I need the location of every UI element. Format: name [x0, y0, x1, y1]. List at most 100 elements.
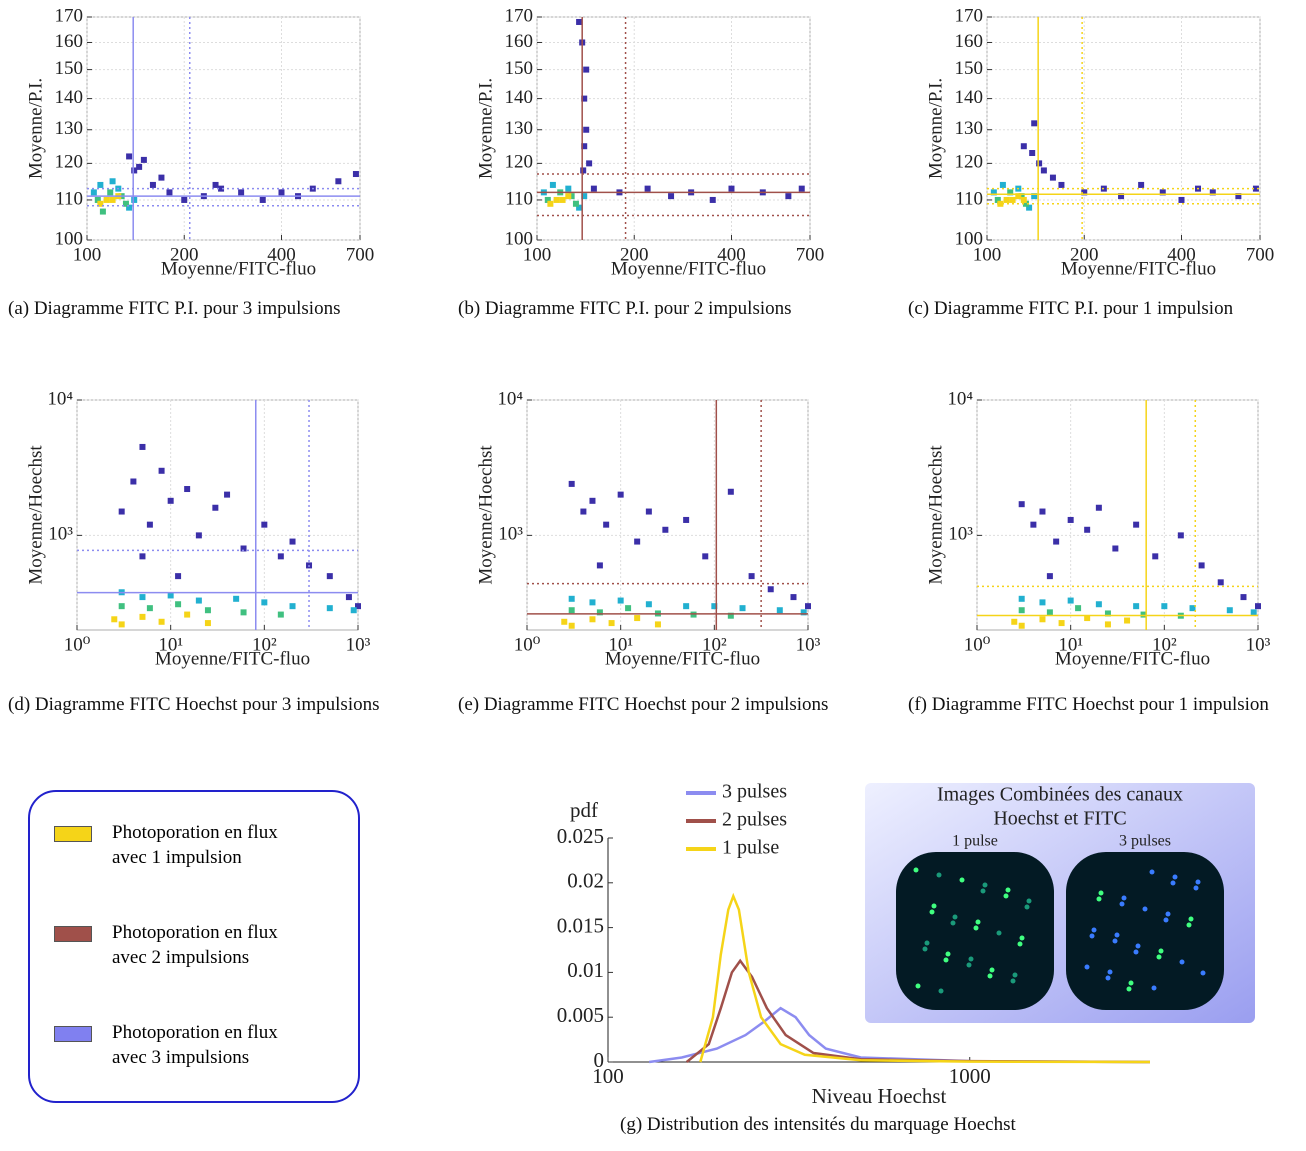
point [350, 607, 357, 614]
inset-label: 3 pulses [1119, 833, 1171, 850]
y-tick-label: 170 [505, 5, 534, 26]
legend-swatch [54, 926, 92, 942]
y-tick-label: 130 [55, 118, 84, 139]
x-axis-label: Moyenne/FITC-fluo [611, 258, 766, 279]
point [1198, 562, 1205, 569]
point [277, 553, 284, 560]
cell [1114, 932, 1120, 938]
inset-title: Images Combinées des canaux [937, 784, 1183, 806]
point [103, 196, 110, 203]
x-tick-label: 10³ [796, 634, 821, 655]
point [568, 622, 575, 629]
point [1040, 167, 1047, 174]
point [1152, 553, 1159, 560]
x-tick-label: 400 [1167, 244, 1196, 265]
cell [1024, 904, 1030, 910]
y-tick-label: 120 [955, 152, 984, 173]
cell [936, 872, 942, 878]
point [739, 605, 746, 612]
point [204, 607, 211, 614]
y-axis-label: Moyenne/Hoechst [925, 445, 946, 585]
point [1252, 185, 1259, 192]
point [166, 189, 173, 196]
micrograph [1066, 852, 1224, 1010]
cell [929, 909, 935, 915]
point [1133, 603, 1140, 610]
x-tick-label: 10³ [1246, 634, 1271, 655]
legend-entry: Photoporation en flux avec 3 impulsions [54, 1020, 354, 1070]
cell [980, 888, 986, 894]
caption: (c) Diagramme FITC P.I. pour 1 impulsion [908, 298, 1234, 319]
cell [922, 946, 928, 952]
cell [1105, 975, 1111, 981]
point [326, 605, 333, 612]
cell [1142, 906, 1148, 912]
cell [913, 867, 919, 873]
cell [1003, 893, 1009, 899]
point [990, 189, 997, 196]
legend-box: Photoporation en flux avec 1 impulsion Pho… [28, 790, 360, 1103]
x-axis-label: Moyenne/FITC-fluo [1061, 258, 1216, 279]
point [107, 189, 114, 196]
point [139, 613, 146, 620]
cell [1005, 887, 1011, 893]
point [204, 620, 211, 627]
y-axis-label: pdf [570, 798, 598, 822]
cell [1112, 938, 1118, 944]
point [131, 196, 138, 203]
legend-line: avec 3 impulsions [112, 1047, 250, 1068]
cell [1193, 885, 1199, 891]
cell [959, 877, 965, 883]
point [1177, 532, 1184, 539]
cell [1133, 949, 1139, 955]
point [335, 178, 342, 185]
y-tick-label: 10⁴ [497, 388, 523, 409]
point [131, 167, 138, 174]
point [240, 545, 247, 552]
point [175, 601, 182, 608]
legend-line: Photoporation en flux [112, 1022, 278, 1043]
point [586, 160, 593, 167]
point [140, 156, 147, 163]
point [195, 532, 202, 539]
cell [1179, 959, 1185, 965]
point [798, 185, 805, 192]
point [1104, 610, 1111, 617]
legend-line: Photoporation en flux [112, 922, 278, 943]
legend-text: Photoporation en flux avec 3 impulsions [112, 1020, 278, 1070]
cell [973, 925, 979, 931]
point [583, 66, 590, 73]
cell [1089, 933, 1095, 939]
point [596, 609, 603, 616]
point [126, 153, 133, 160]
point [97, 181, 104, 188]
point [1209, 189, 1216, 196]
point [568, 193, 575, 200]
x-tick-label: 10¹ [158, 634, 183, 655]
y-tick-label: 140 [955, 87, 984, 108]
point [625, 605, 632, 612]
cell [938, 988, 944, 994]
point [97, 200, 104, 207]
point [608, 620, 615, 627]
point [218, 185, 225, 192]
y-tick-label: 110 [505, 188, 533, 209]
cell [966, 962, 972, 968]
point [1018, 622, 1025, 629]
y-tick-label: 160 [505, 31, 534, 52]
cell [1149, 869, 1155, 875]
point [568, 480, 575, 487]
point [1039, 508, 1046, 515]
point [1133, 521, 1140, 528]
point [345, 594, 352, 601]
cell [1135, 943, 1141, 949]
point [617, 491, 624, 498]
point [118, 508, 125, 515]
point [158, 618, 165, 625]
legend-label: 1 pulse [722, 837, 779, 859]
point [589, 599, 596, 606]
point [184, 486, 191, 493]
cell [1084, 964, 1090, 970]
point [158, 174, 165, 181]
caption: (b) Diagramme FITC P.I. pour 2 impulsion… [458, 298, 792, 319]
